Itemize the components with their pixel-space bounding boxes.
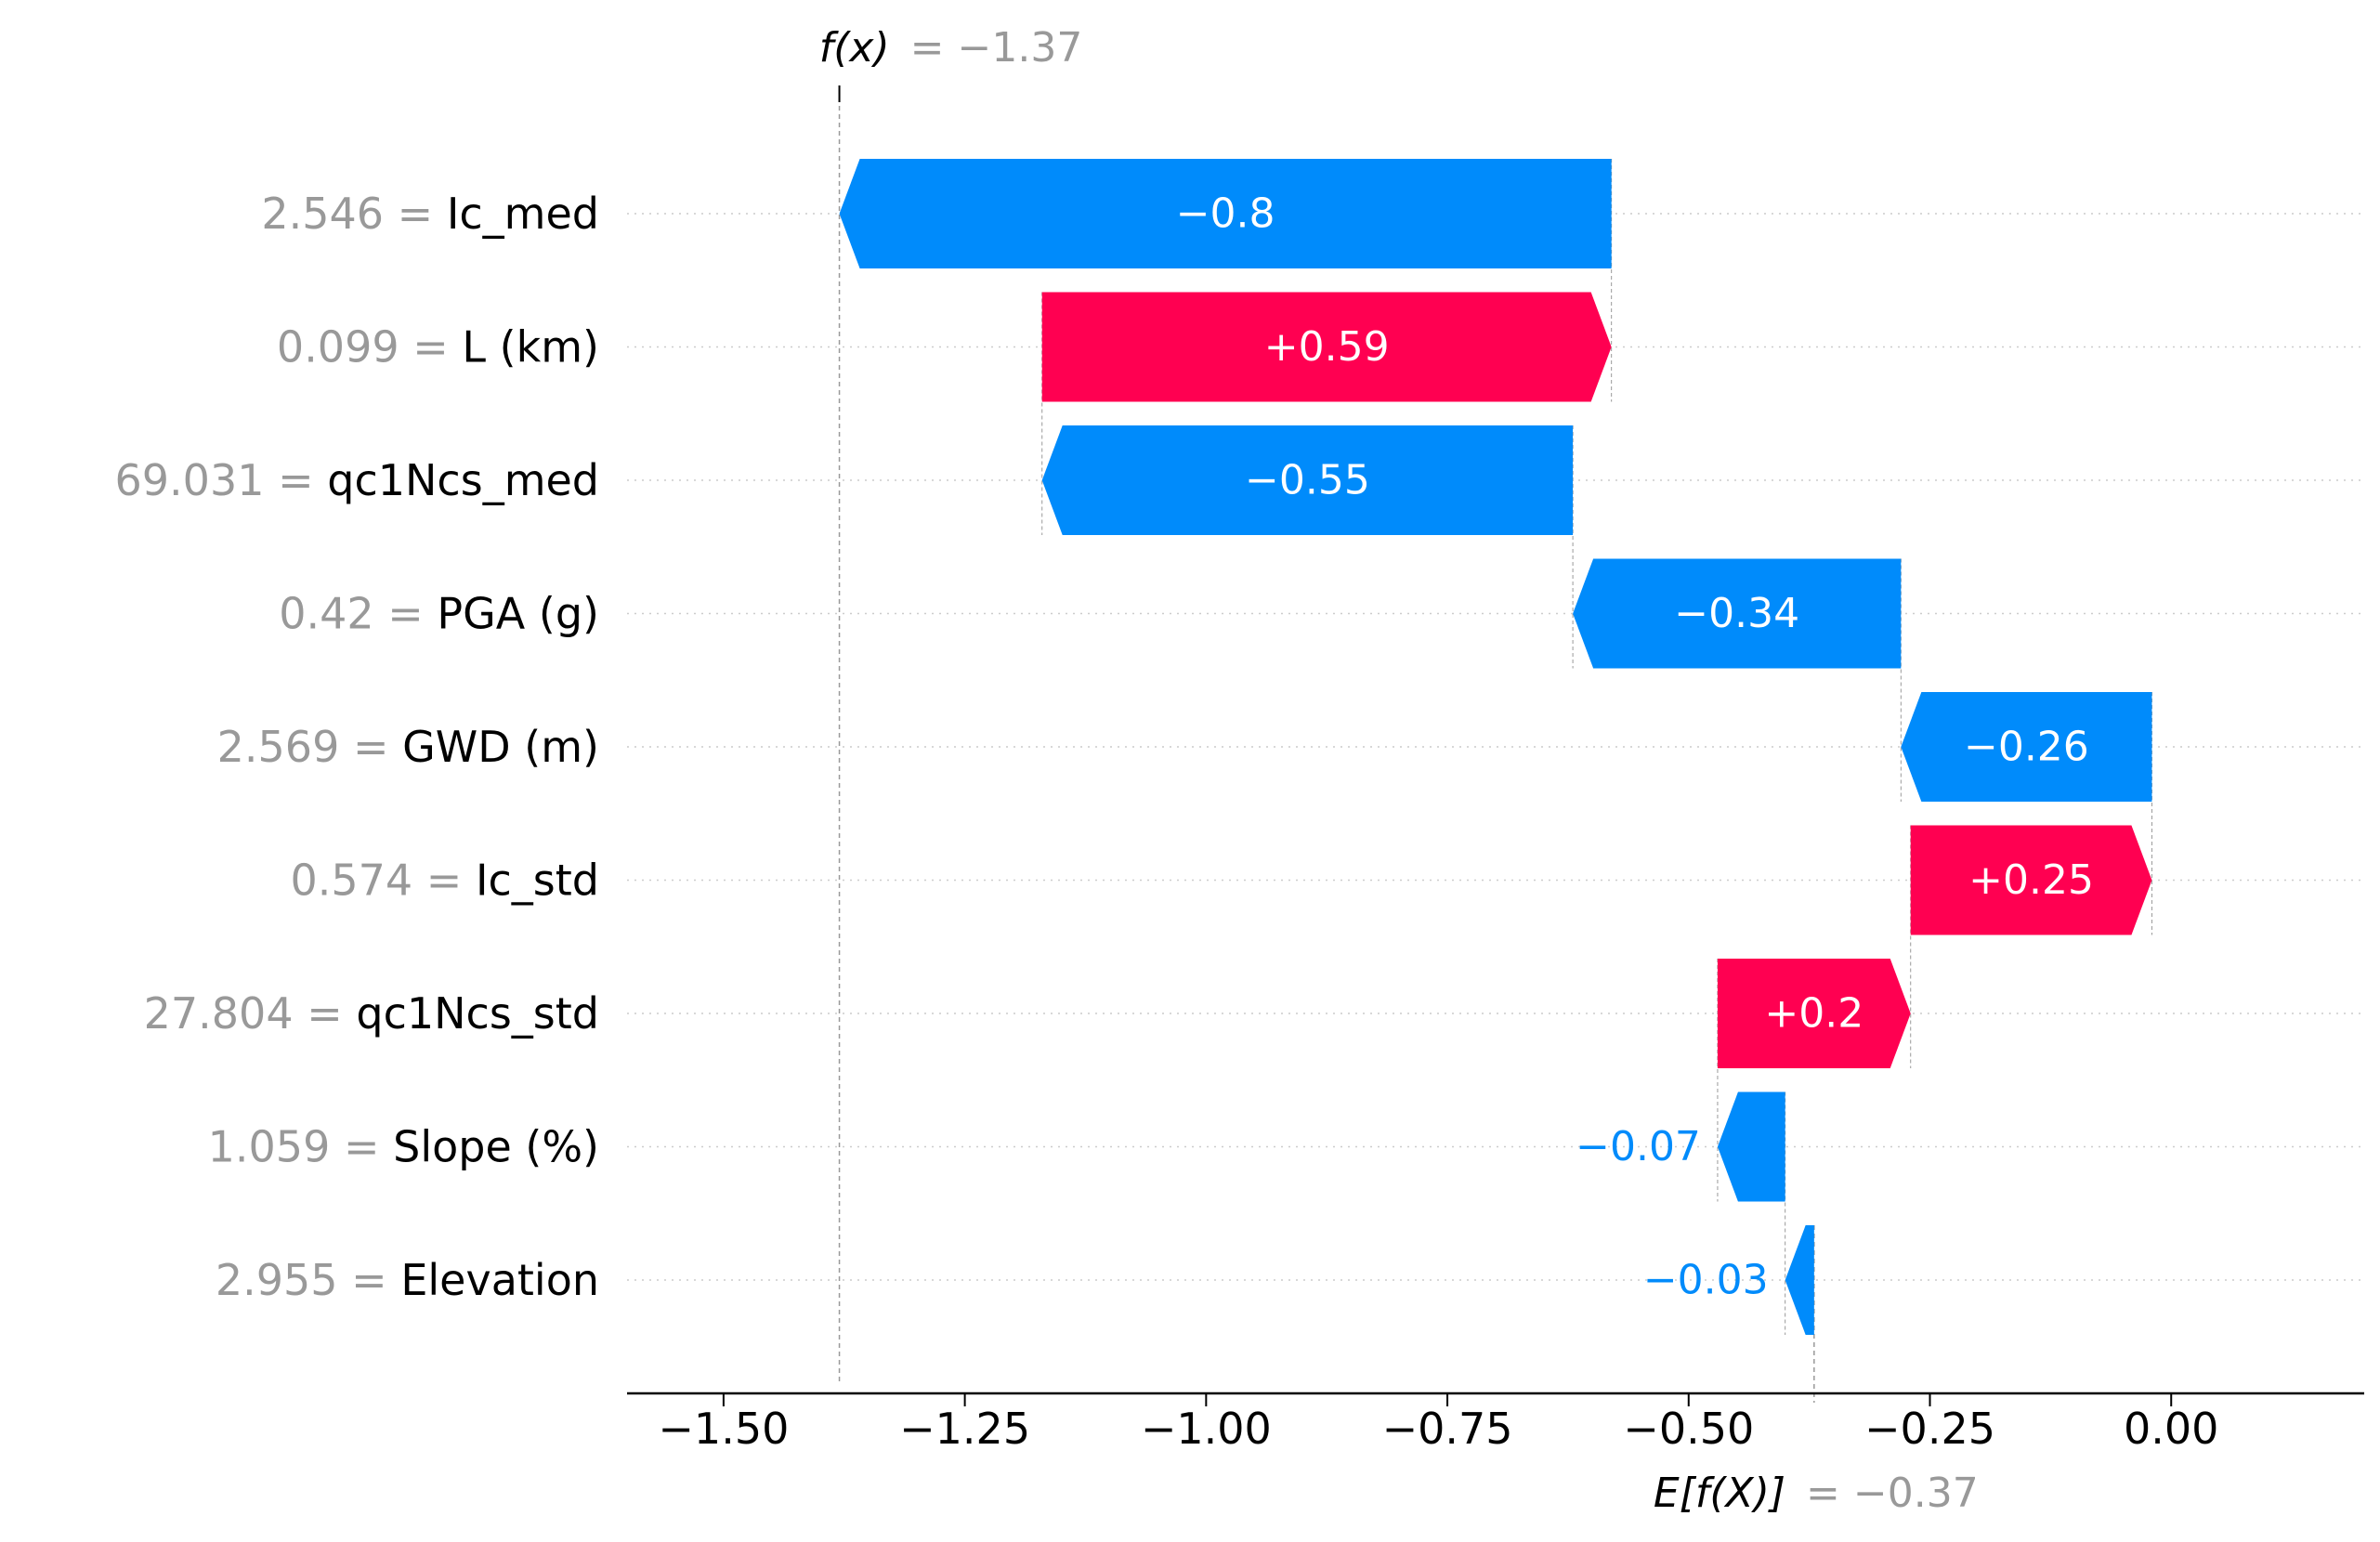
output-value-annotation: f(x) = −1.37	[819, 24, 1083, 72]
bar-value-label: −0.8	[1176, 190, 1275, 238]
feature-value: 1.059 =	[208, 1122, 393, 1172]
feature-name: L (km)	[462, 322, 599, 372]
feature-name: Ic_std	[476, 856, 599, 906]
feature-name: Ic_med	[447, 189, 599, 239]
base-value-annotation: E[f(X)] = −0.37	[1654, 1470, 1979, 1517]
feature-label: 2.955 = Elevation	[216, 1255, 599, 1305]
feature-value: 0.42 =	[279, 589, 437, 639]
feature-label: 1.059 = Slope (%)	[208, 1122, 599, 1172]
x-tick-label: −1.00	[1141, 1404, 1272, 1454]
bar-value-label: −0.34	[1674, 590, 1799, 637]
feature-name: Elevation	[400, 1255, 599, 1305]
feature-label: 2.569 = GWD (m)	[217, 722, 599, 772]
bar-value-label: +0.2	[1764, 990, 1863, 1038]
feature-name: Slope (%)	[393, 1122, 599, 1172]
waterfall-bar-l-km	[1041, 292, 1612, 402]
efx-value: = −0.37	[1806, 1470, 1979, 1517]
waterfall-bar-elevation	[1785, 1225, 1814, 1335]
feature-value: 2.955 =	[216, 1255, 400, 1305]
feature-name: qc1Ncs_med	[327, 455, 599, 505]
feature-value: 69.031 =	[115, 455, 328, 505]
bar-value-label: +0.25	[1968, 856, 2094, 904]
feature-name: GWD (m)	[402, 722, 599, 772]
waterfall-bar-qc1ncs-med	[1041, 425, 1574, 535]
x-axis: −1.50 −1.25 −1.00 −0.75 −0.50 −0.25 0.00	[627, 1392, 2364, 1454]
bar-layer	[839, 159, 2152, 1335]
feature-value: 0.574 =	[290, 856, 475, 906]
reference-lines	[838, 85, 1815, 1403]
x-tick-label: −1.25	[899, 1404, 1030, 1454]
waterfall-bar-ic-med	[839, 159, 1612, 268]
feature-value: 2.569 =	[217, 722, 402, 772]
feature-label: 0.574 = Ic_std	[290, 856, 599, 906]
x-tick-label: −0.25	[1864, 1404, 1995, 1454]
feature-value: 0.099 =	[277, 322, 462, 372]
fx-value: = −1.37	[910, 24, 1083, 72]
bar-value-label: −0.03	[1643, 1257, 1769, 1304]
feature-label: 27.804 = qc1Ncs_std	[144, 988, 599, 1039]
fx-label: f(x)	[819, 24, 890, 72]
feature-name: PGA (g)	[437, 589, 599, 639]
bar-value-label: −0.07	[1576, 1123, 1701, 1170]
feature-label: 2.546 = Ic_med	[261, 189, 599, 239]
label-layer: −0.8 2.546 = Ic_med +0.59 0.099 = L (km) −0.…	[115, 189, 2094, 1305]
bar-value-label: −0.55	[1245, 457, 1370, 504]
x-tick-label: 0.00	[2124, 1404, 2218, 1454]
x-tick-label: −1.50	[658, 1404, 789, 1454]
waterfall-bar-qc1ncs-std	[1717, 959, 1911, 1068]
feature-value: 27.804 =	[144, 988, 357, 1039]
efx-label: E[f(X)]	[1654, 1470, 1785, 1517]
x-tick-label: −0.50	[1623, 1404, 1754, 1454]
feature-value: 2.546 =	[261, 189, 446, 239]
bar-value-label: −0.26	[1964, 724, 2089, 771]
feature-label: 69.031 = qc1Ncs_med	[115, 455, 599, 505]
feature-label: 0.42 = PGA (g)	[279, 589, 599, 639]
feature-label: 0.099 = L (km)	[277, 322, 599, 372]
waterfall-bar-ic-std	[1910, 825, 2152, 935]
x-tick-label: −0.75	[1382, 1404, 1513, 1454]
bar-value-label: +0.59	[1264, 323, 1390, 371]
feature-name: qc1Ncs_std	[356, 988, 599, 1039]
annotations: f(x) = −1.37 E[f(X)] = −0.37	[819, 24, 1979, 1517]
waterfall-bar-gwd-m	[1901, 692, 2152, 802]
waterfall-bar-pga-g	[1573, 558, 1902, 669]
waterfall-bar-slope	[1717, 1091, 1785, 1202]
